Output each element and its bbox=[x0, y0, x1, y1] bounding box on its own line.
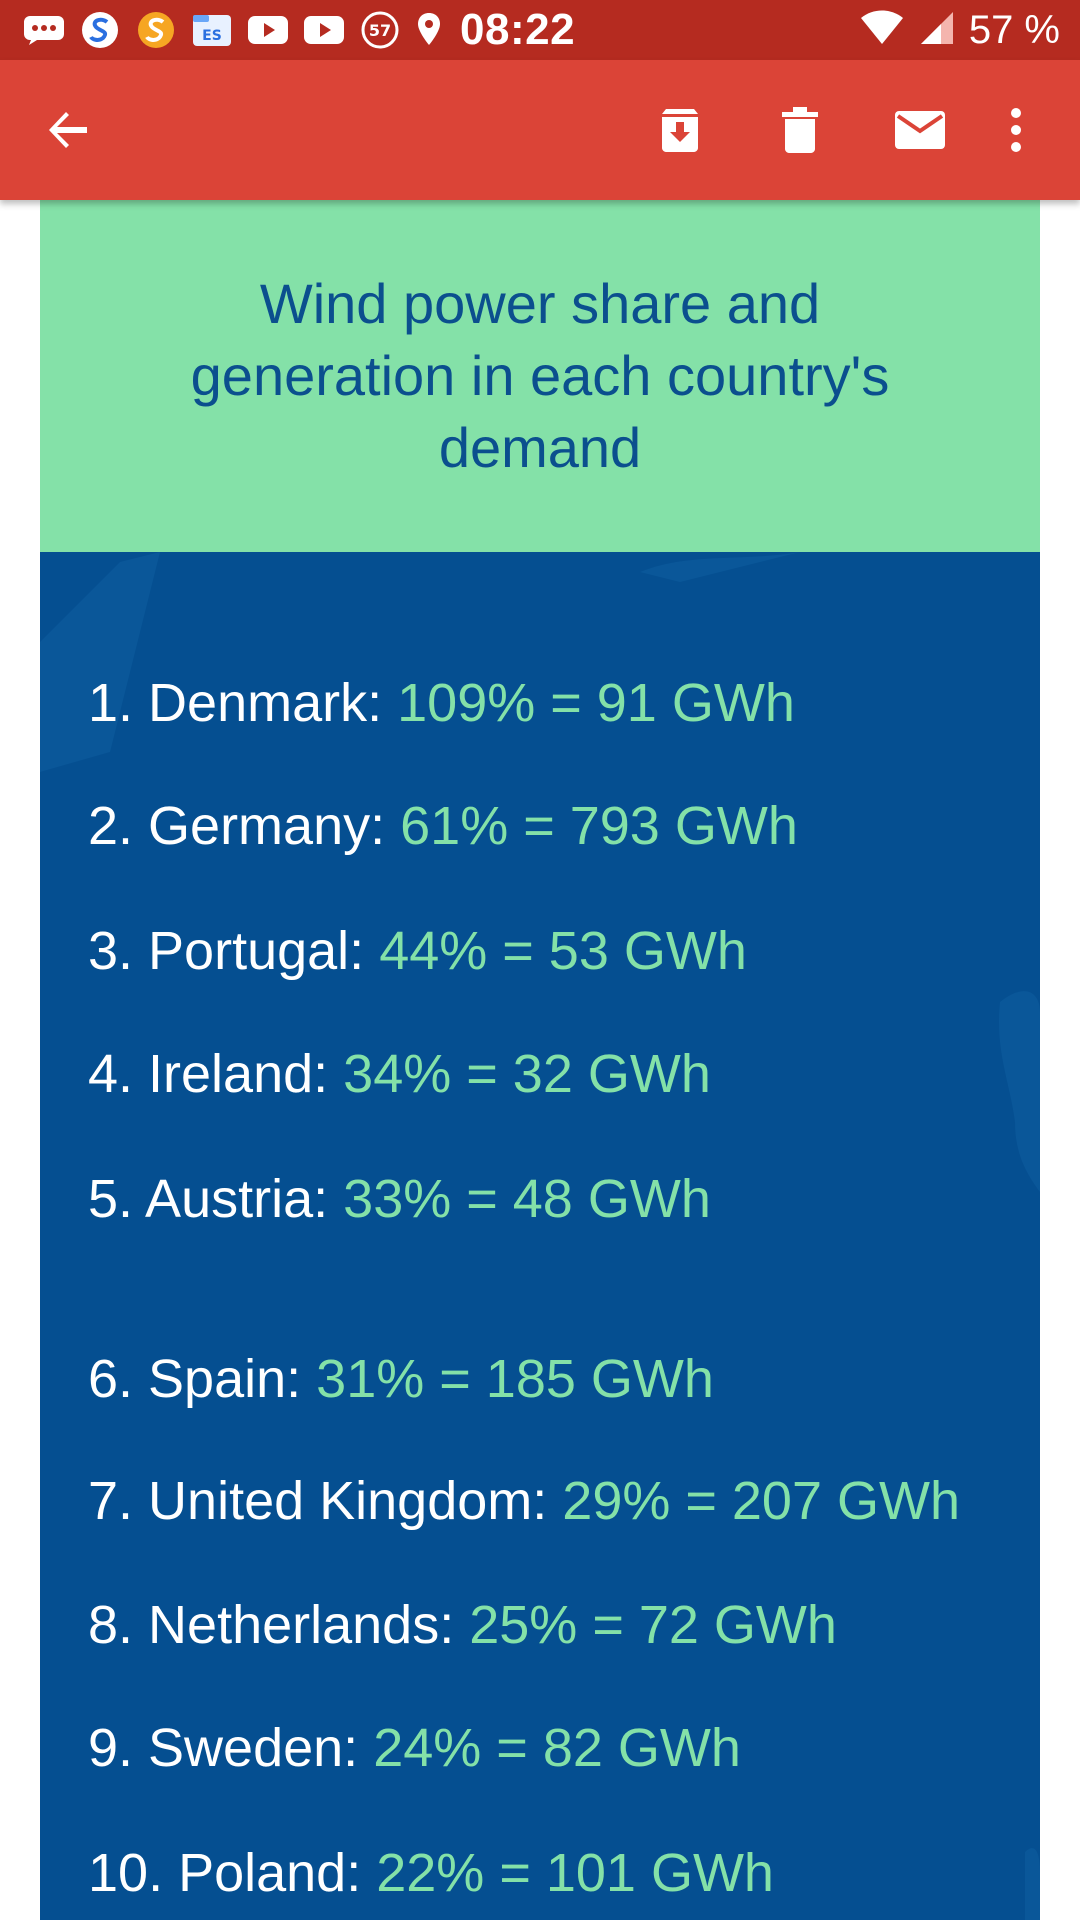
mark-unread-icon bbox=[895, 111, 945, 149]
list-item: 2. Germany: 61% = 793 GWh bbox=[88, 795, 798, 857]
message-icon bbox=[22, 12, 66, 48]
item-country: 4. Ireland: bbox=[88, 1044, 329, 1104]
item-country: 10. Poland: bbox=[88, 1843, 362, 1903]
clock: 08:22 bbox=[460, 5, 576, 54]
file-explorer-icon: ES bbox=[190, 12, 234, 48]
more-vert-icon bbox=[1011, 108, 1021, 152]
item-country: 3. Portugal: bbox=[88, 921, 365, 981]
item-value: 24% = 82 GWh bbox=[373, 1718, 741, 1778]
item-value: 25% = 72 GWh bbox=[469, 1595, 837, 1655]
battery-percentage: 57 % bbox=[968, 7, 1060, 52]
item-value: 31% = 185 GWh bbox=[316, 1349, 714, 1409]
list-item: 3. Portugal: 44% = 53 GWh bbox=[88, 920, 747, 982]
svg-text:ES: ES bbox=[202, 28, 222, 44]
item-country: 2. Germany: bbox=[88, 796, 386, 856]
list-item: 6. Spain: 31% = 185 GWh bbox=[88, 1348, 714, 1410]
infographic-card: Wind power share and generation in each … bbox=[40, 200, 1040, 1920]
list-item: 7. United Kingdom: 29% = 207 GWh bbox=[88, 1470, 960, 1532]
youtube-icon bbox=[302, 12, 346, 48]
infographic-header: Wind power share and generation in each … bbox=[40, 200, 1040, 552]
signal-icon bbox=[919, 10, 955, 51]
item-value: 61% = 793 GWh bbox=[400, 796, 798, 856]
mark-unread-button[interactable] bbox=[880, 90, 960, 170]
infographic-title: Wind power share and generation in each … bbox=[190, 272, 890, 479]
delete-icon bbox=[782, 107, 818, 153]
archive-icon bbox=[662, 109, 698, 152]
item-country: 1. Denmark: bbox=[88, 673, 383, 733]
item-value: 109% = 91 GWh bbox=[397, 673, 795, 733]
item-value: 34% = 32 GWh bbox=[343, 1044, 711, 1104]
item-country: 5. Austria: bbox=[88, 1169, 329, 1229]
list-item: 1. Denmark: 109% = 91 GWh bbox=[88, 672, 795, 734]
item-country: 9. Sweden: bbox=[88, 1718, 359, 1778]
youtube-icon bbox=[246, 12, 290, 48]
list-item: 9. Sweden: 24% = 82 GWh bbox=[88, 1717, 741, 1779]
item-value: 22% = 101 GWh bbox=[376, 1843, 774, 1903]
svg-text:57: 57 bbox=[369, 21, 391, 40]
item-value: 44% = 53 GWh bbox=[379, 921, 747, 981]
list-item: 4. Ireland: 34% = 32 GWh bbox=[88, 1043, 711, 1105]
item-country: 6. Spain: bbox=[88, 1349, 302, 1409]
list-item: 5. Austria: 33% = 48 GWh bbox=[88, 1168, 711, 1230]
s-orange-icon bbox=[134, 12, 178, 48]
archive-button[interactable] bbox=[640, 90, 720, 170]
item-country: 7. United Kingdom: bbox=[88, 1471, 548, 1531]
status-bar: ES 57 08:22 57 % bbox=[0, 0, 1080, 60]
delete-button[interactable] bbox=[760, 90, 840, 170]
back-button[interactable] bbox=[28, 90, 108, 170]
wifi-icon bbox=[859, 10, 905, 51]
item-country: 8. Netherlands: bbox=[88, 1595, 455, 1655]
list-item: 8. Netherlands: 25% = 72 GWh bbox=[88, 1594, 837, 1656]
s-blue-icon bbox=[78, 12, 122, 48]
location-icon bbox=[414, 12, 444, 48]
background-map-image bbox=[40, 552, 1040, 1920]
list-item: 10. Poland: 22% = 101 GWh bbox=[88, 1842, 774, 1904]
ranking-list: 1. Denmark: 109% = 91 GWh 2. Germany: 61… bbox=[40, 552, 1040, 1920]
item-value: 29% = 207 GWh bbox=[562, 1471, 961, 1531]
app-bar bbox=[0, 60, 1080, 200]
back-arrow-icon bbox=[49, 112, 87, 148]
more-options-button[interactable] bbox=[986, 90, 1046, 170]
email-body[interactable]: Wind power share and generation in each … bbox=[0, 200, 1080, 1920]
item-value: 33% = 48 GWh bbox=[343, 1169, 711, 1229]
57-badge-icon: 57 bbox=[358, 11, 402, 49]
